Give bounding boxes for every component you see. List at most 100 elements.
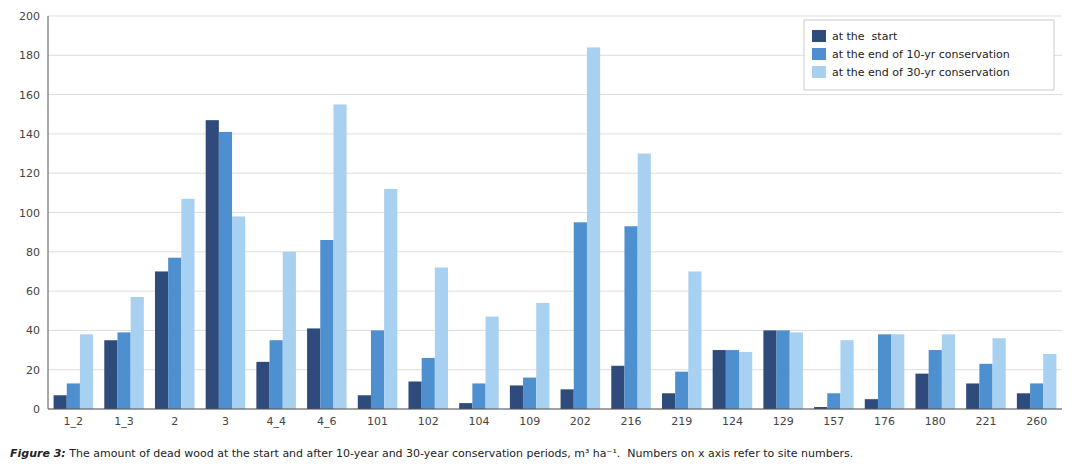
bar xyxy=(283,252,296,409)
bar xyxy=(739,352,752,409)
x-tick-label: 2 xyxy=(171,415,178,428)
bar xyxy=(942,334,955,409)
bar xyxy=(104,340,117,409)
x-tick-label: 4_4 xyxy=(266,415,286,428)
grid-line xyxy=(48,330,1062,331)
x-tick-label: 221 xyxy=(975,415,996,428)
bar xyxy=(510,385,523,409)
x-tick-label: 109 xyxy=(519,415,540,428)
bar xyxy=(459,403,472,409)
x-axis-line xyxy=(48,409,1062,410)
bar xyxy=(232,216,245,409)
x-tick-label: 3 xyxy=(222,415,229,428)
grid-line xyxy=(48,251,1062,252)
bar xyxy=(117,332,130,409)
bar xyxy=(67,383,80,409)
bar xyxy=(54,395,67,409)
bar xyxy=(1043,354,1056,409)
bar xyxy=(662,393,675,409)
bar xyxy=(587,47,600,409)
bar xyxy=(131,297,144,409)
legend-swatch xyxy=(812,30,826,42)
y-tick-label: 200 xyxy=(19,10,40,23)
bar xyxy=(777,330,790,409)
bar xyxy=(384,189,397,409)
x-tick-label: 1_3 xyxy=(114,415,134,428)
bar xyxy=(611,366,624,409)
bar xyxy=(915,374,928,409)
grid xyxy=(48,16,1062,409)
legend-label: at the end of 10-yr conservation xyxy=(832,48,1010,61)
x-tick-label: 129 xyxy=(773,415,794,428)
bar xyxy=(206,120,219,409)
x-tick-label: 202 xyxy=(570,415,591,428)
x-tick-label: 180 xyxy=(925,415,946,428)
bar xyxy=(1017,393,1030,409)
bar xyxy=(80,334,93,409)
legend: at the startat the end of 10-yr conserva… xyxy=(804,20,1054,90)
bar xyxy=(726,350,739,409)
bar xyxy=(408,381,421,409)
bars xyxy=(54,47,1057,409)
bar xyxy=(358,395,371,409)
grid-line xyxy=(48,369,1062,370)
bar xyxy=(993,338,1006,409)
x-tick-label: 176 xyxy=(874,415,895,428)
y-tick-label: 80 xyxy=(26,246,40,259)
bar xyxy=(219,132,232,409)
x-tick-label: 219 xyxy=(671,415,692,428)
bar xyxy=(561,389,574,409)
bar xyxy=(878,334,891,409)
bar xyxy=(790,332,803,409)
bar xyxy=(840,340,853,409)
bar xyxy=(638,154,651,409)
bar xyxy=(371,330,384,409)
caption-part: The amount of dead wood at the start and… xyxy=(66,447,853,460)
bar xyxy=(1030,383,1043,409)
bar xyxy=(333,104,346,409)
bar xyxy=(536,303,549,409)
bar xyxy=(307,328,320,409)
y-axis-line xyxy=(48,16,49,409)
x-tick-label: 102 xyxy=(418,415,439,428)
x-tick-label: 4_6 xyxy=(317,415,337,428)
bar xyxy=(486,317,499,409)
y-tick-label: 180 xyxy=(19,49,40,62)
bar xyxy=(181,199,194,409)
y-tick-label: 20 xyxy=(26,364,40,377)
grid-line xyxy=(48,94,1062,95)
grid-line xyxy=(48,212,1062,213)
grid-line xyxy=(48,173,1062,174)
bar xyxy=(929,350,942,409)
bar xyxy=(270,340,283,409)
bar xyxy=(435,268,448,409)
y-tick-label: 40 xyxy=(26,324,40,337)
bar xyxy=(472,383,485,409)
bar xyxy=(688,271,701,409)
caption-part: Figure 3: xyxy=(10,447,66,460)
bar xyxy=(422,358,435,409)
x-tick-label: 260 xyxy=(1026,415,1047,428)
x-tick-label: 104 xyxy=(468,415,489,428)
bar xyxy=(979,364,992,409)
grid-line xyxy=(48,291,1062,292)
legend-box xyxy=(804,20,1054,90)
y-tick-label: 0 xyxy=(33,403,40,416)
legend-swatch xyxy=(812,48,826,60)
bar xyxy=(168,258,181,409)
bar xyxy=(523,378,536,409)
grid-line xyxy=(48,133,1062,134)
bar xyxy=(256,362,269,409)
bar xyxy=(320,240,333,409)
y-tick-label: 160 xyxy=(19,89,40,102)
y-tick-label: 140 xyxy=(19,128,40,141)
bar xyxy=(155,271,168,409)
x-tick-label: 1_2 xyxy=(64,415,84,428)
bar xyxy=(713,350,726,409)
y-tick-label: 120 xyxy=(19,167,40,180)
grid-line xyxy=(48,409,1062,410)
bar xyxy=(574,222,587,409)
x-tick-label: 124 xyxy=(722,415,743,428)
chart: 0204060801001201401601802001_21_3234_44_… xyxy=(0,0,1078,467)
y-tick-label: 100 xyxy=(19,207,40,220)
